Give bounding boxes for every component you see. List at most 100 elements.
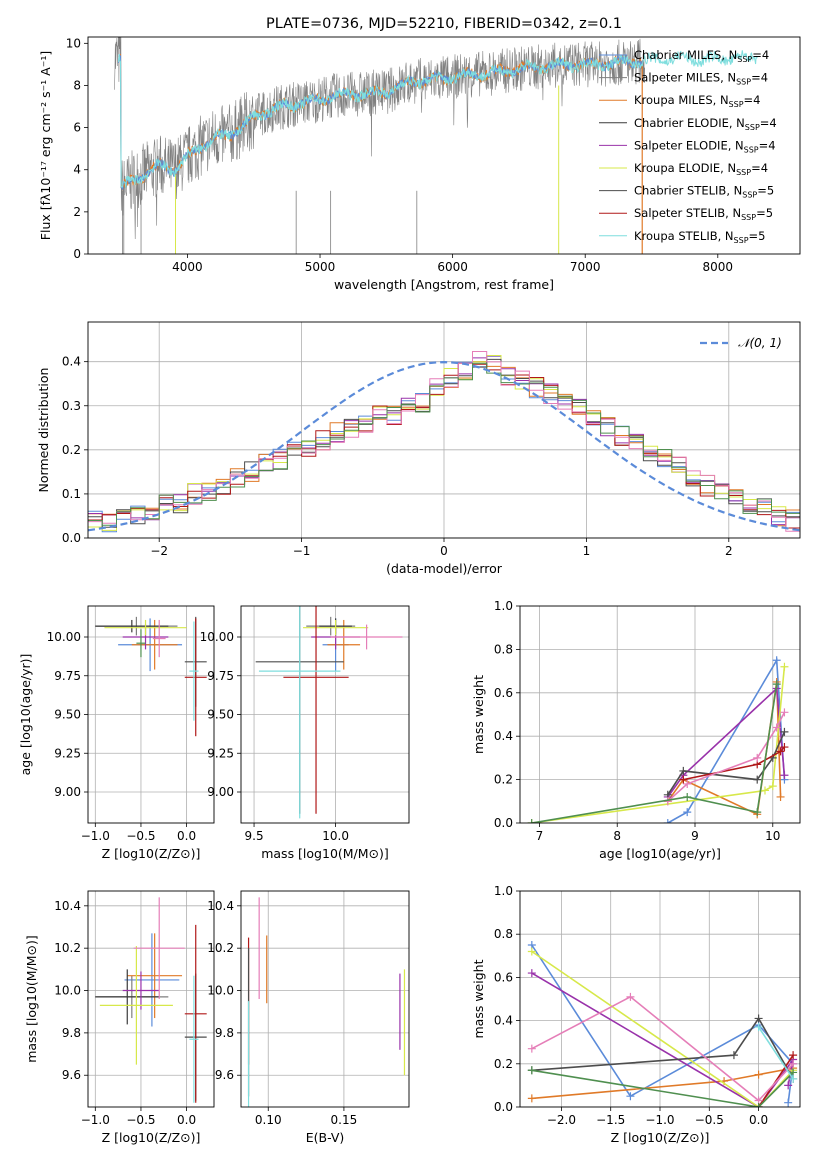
weight-point <box>753 808 762 817</box>
weight-point <box>772 656 781 665</box>
y-axis-label: Flux [fλ10⁻¹⁷ erg cm⁻² s⁻¹ A⁻¹] <box>38 51 53 240</box>
y-tick-label: 4 <box>73 163 81 177</box>
weight-point <box>776 747 785 756</box>
weight-series <box>667 711 786 802</box>
weight-point <box>527 947 536 956</box>
weight-point <box>753 775 762 784</box>
y-tick-label: 1.0 <box>494 884 513 898</box>
x-tick-label: 0.0 <box>177 829 196 843</box>
weight-point <box>780 771 789 780</box>
x-tick-label: 9.5 <box>245 829 264 843</box>
legend-entry: 𝒩(0, 1) <box>738 336 782 350</box>
weight-series <box>531 683 778 823</box>
y-tick-label: 10.4 <box>54 899 81 913</box>
axes-frame <box>519 890 801 1108</box>
weight-point <box>780 743 789 752</box>
axes-frame <box>87 890 215 1108</box>
x-tick-label: 5000 <box>305 260 336 274</box>
weight-point <box>754 1070 763 1079</box>
weight-point <box>754 1103 763 1107</box>
plot-area <box>520 891 800 1107</box>
y-tick-label: 0.8 <box>494 642 513 656</box>
y-tick-label: 10.0 <box>54 984 81 998</box>
x-tick-label: 8000 <box>703 260 734 274</box>
x-tick-label: 0.15 <box>331 1113 358 1127</box>
y-tick-label: 2 <box>73 205 81 219</box>
weight-point <box>784 1081 793 1090</box>
axes-frame <box>87 605 215 824</box>
x-tick-label: −2 <box>150 544 168 558</box>
weight-point <box>527 1094 536 1103</box>
y-tick-label: 10.2 <box>207 941 234 955</box>
weight-point <box>754 1014 763 1023</box>
histogram-series <box>88 355 800 531</box>
y-axis-label: mass weight <box>471 959 486 1038</box>
y-tick-label: 0.0 <box>62 531 81 545</box>
weight-point <box>626 992 635 1001</box>
y-tick-label: 0.4 <box>62 355 81 369</box>
y-tick-label: 0.4 <box>494 729 513 743</box>
legend-entry: Chabrier ELODIE, NSSP=4 <box>634 116 777 132</box>
weight-point <box>527 1066 536 1075</box>
y-tick-label: 0.6 <box>494 970 513 984</box>
y-tick-label: 10.2 <box>54 941 81 955</box>
y-tick-label: 10 <box>66 36 81 50</box>
legend-entry: Kroupa MILES, NSSP=4 <box>634 93 760 109</box>
weight-point <box>776 792 785 801</box>
y-axis-label: mass [log10(M/M⊙)] <box>24 935 39 1063</box>
histogram-series <box>88 362 800 526</box>
axes-frame <box>519 605 801 824</box>
legend-entry: Salpeter ELODIE, NSSP=4 <box>634 138 776 154</box>
x-tick-label: −0.5 <box>126 1113 155 1127</box>
panel-age_vs_mass: 9.5 10.0 9.00 9.25 9.50 9.75 10.00 mass [log10(… <box>200 605 410 861</box>
weight-point <box>679 766 688 775</box>
y-tick-label: 0.1 <box>62 487 81 501</box>
y-tick-label: 10.00 <box>200 630 234 644</box>
x-axis-label: age [log10(age/yr)] <box>599 846 721 861</box>
y-tick-label: 6 <box>73 121 81 135</box>
y-tick-label: 0.6 <box>494 686 513 700</box>
x-axis-label: Z [log10(Z/Z⊙)] <box>102 1130 201 1145</box>
weight-point <box>789 1059 798 1068</box>
y-tick-label: 0.0 <box>494 816 513 830</box>
weight-point <box>527 969 536 978</box>
weight-point <box>789 1074 798 1083</box>
y-tick-label: 9.00 <box>207 785 234 799</box>
x-tick-label: 4000 <box>172 260 203 274</box>
y-tick-label: 9.25 <box>54 746 81 760</box>
x-tick-label: −2.0 <box>547 1113 576 1127</box>
weight-series <box>531 950 794 1107</box>
model-spectrum <box>118 54 643 190</box>
y-tick-label: 0.2 <box>494 1057 513 1071</box>
x-tick-label: −1.5 <box>596 1113 625 1127</box>
x-tick-label: −0.5 <box>126 829 155 843</box>
y-axis-label: mass weight <box>471 675 486 754</box>
x-axis-label: E(B-V) <box>306 1130 345 1145</box>
weight-point <box>753 753 762 762</box>
weight-series <box>531 1069 794 1107</box>
weight-point <box>729 1051 738 1060</box>
legend-entry: Salpeter STELIB, NSSP=5 <box>634 206 773 222</box>
y-tick-label: 0.4 <box>494 1014 513 1028</box>
x-tick-label: 9 <box>691 829 699 843</box>
weight-point <box>683 808 692 817</box>
axes-frame <box>240 890 410 1108</box>
normal-curve <box>88 360 800 532</box>
legend-entry: Kroupa STELIB, NSSP=5 <box>634 229 765 245</box>
y-tick-label: 9.8 <box>215 1026 234 1040</box>
y-tick-label: 1.0 <box>494 599 513 613</box>
x-axis-label: (data-model)/error <box>386 561 503 576</box>
x-tick-label: 1 <box>583 544 591 558</box>
panel-massweight_vs_Z: −2.0 −1.5 −1.0 −0.5 0.0 0.0 0.2 0.4 0.6 0.8 1.0 Z [… <box>471 884 801 1145</box>
y-tick-label: 0 <box>73 247 81 261</box>
weight-point <box>772 723 781 732</box>
legend-entry: Kroupa ELODIE, NSSP=4 <box>634 161 768 177</box>
y-tick-label: 10.4 <box>207 899 234 913</box>
x-tick-label: 6000 <box>437 260 468 274</box>
plot-area <box>241 606 409 823</box>
x-axis-label: wavelength [Angstrom, rest frame] <box>334 277 554 292</box>
legend-entry: Salpeter MILES, NSSP=4 <box>634 71 768 87</box>
y-tick-label: 9.25 <box>207 746 234 760</box>
figure-title: PLATE=0736, MJD=52210, FIBERID=0342, z=0… <box>266 16 622 32</box>
